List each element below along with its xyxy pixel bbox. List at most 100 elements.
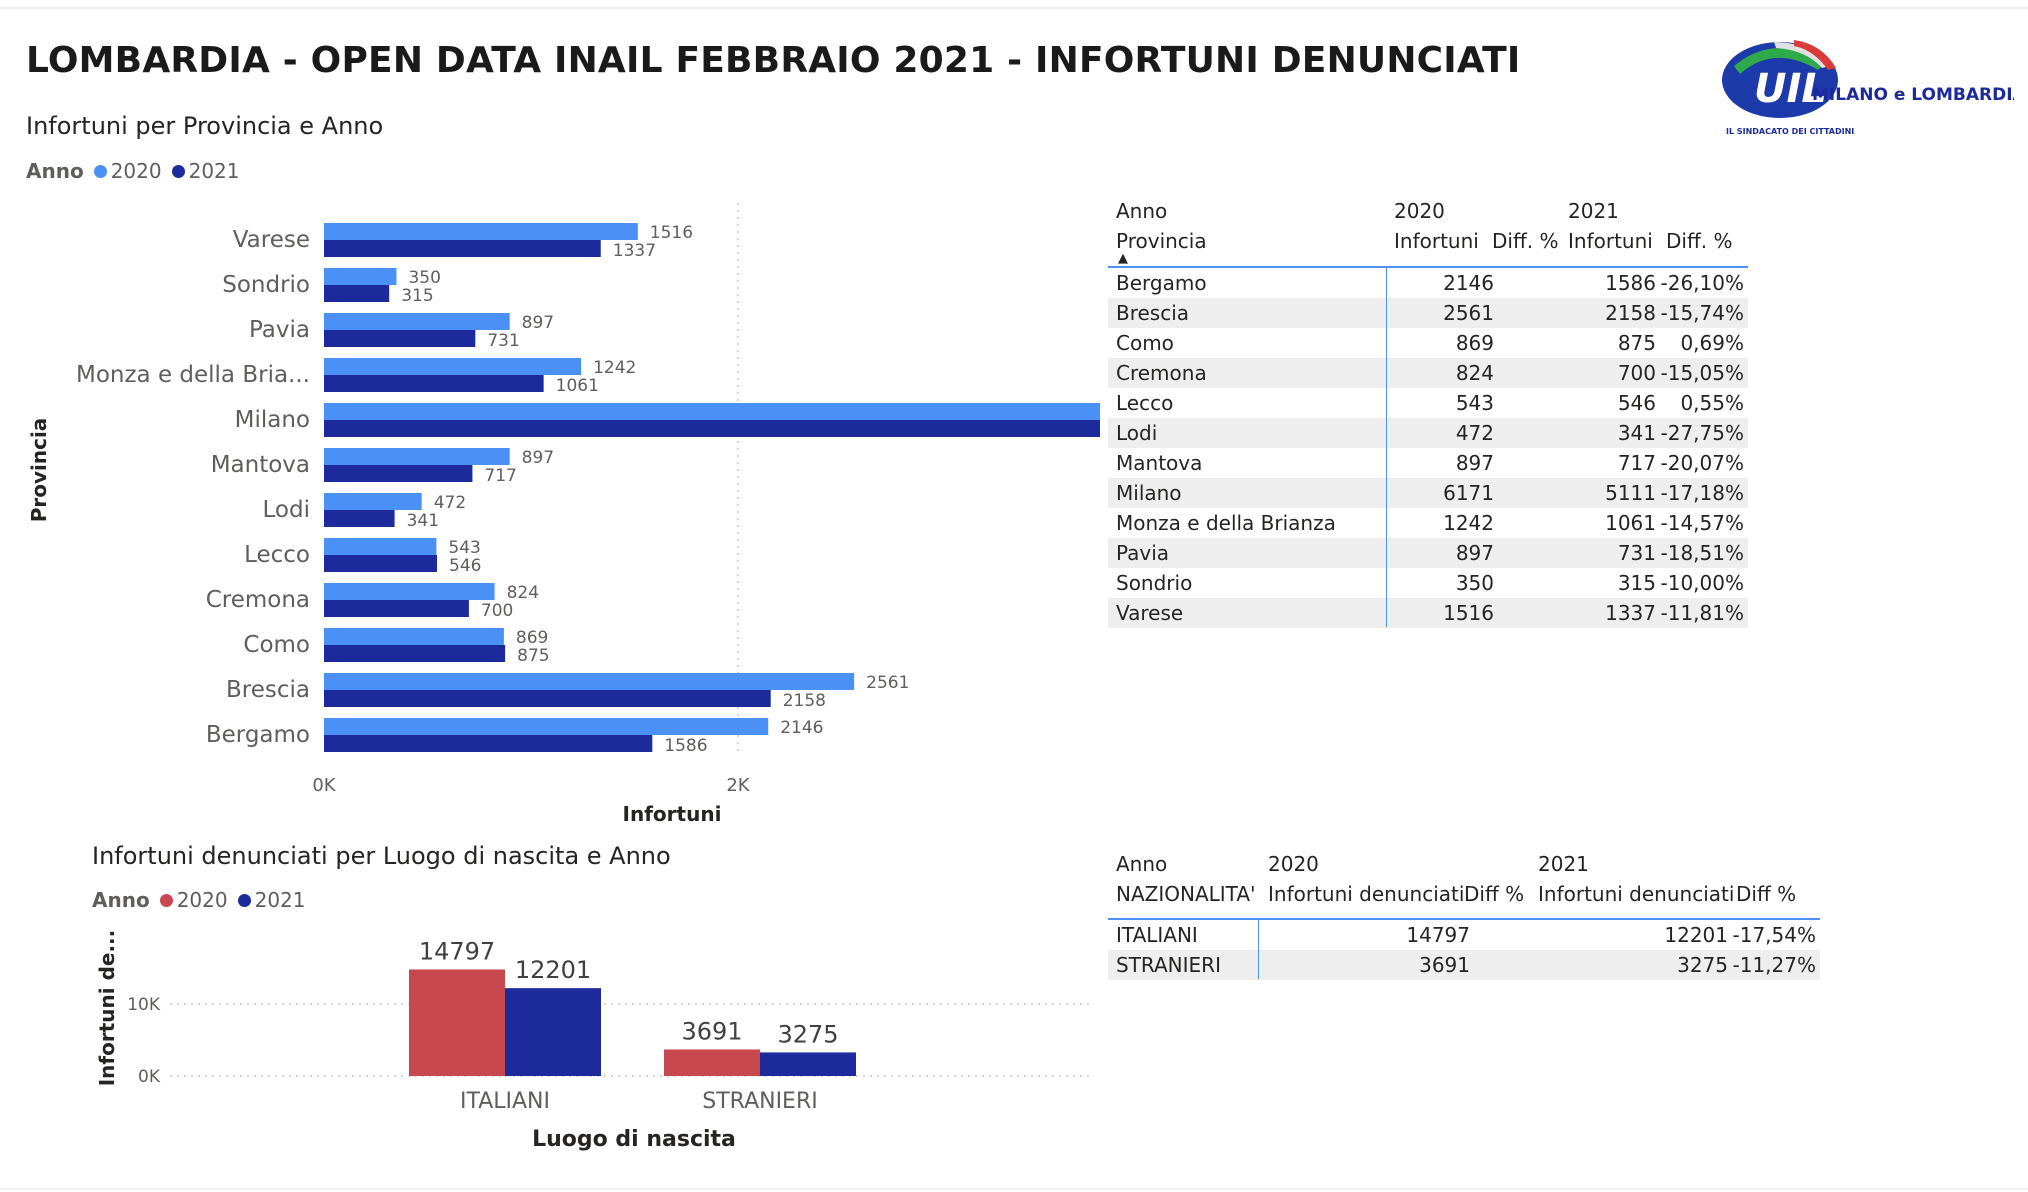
bar-2021[interactable]: [324, 465, 473, 482]
table-header-infortuni-2020[interactable]: Infortuni: [1394, 229, 1479, 253]
y-axis-title: Provincia: [27, 418, 51, 523]
table-row[interactable]: STRANIERI 3691 3275 -11,27%: [1108, 950, 1820, 980]
table-header-diff-2020[interactable]: Diff %: [1464, 882, 1525, 906]
table-row[interactable]: Varese 1516 1337 -11,81%: [1108, 598, 1748, 628]
bar-2021[interactable]: [324, 645, 506, 662]
bar-2020[interactable]: [324, 538, 437, 555]
cell-infortuni-2021: 341: [1617, 421, 1656, 445]
table-row[interactable]: Lecco 543 546 0,55%: [1108, 388, 1748, 418]
table-row[interactable]: ITALIANI 14797 12201 -17,54%: [1108, 920, 1820, 950]
logo-swoosh-red: [1794, 40, 1836, 70]
bar-2021[interactable]: [324, 600, 469, 617]
bar-2021[interactable]: [324, 330, 476, 347]
bar-2020[interactable]: [409, 969, 505, 1076]
table-row[interactable]: Bergamo 2146 1586 -26,10%: [1108, 268, 1748, 298]
legend-label-2020: 2020: [110, 159, 162, 183]
category-label: Como: [243, 632, 310, 658]
cell-provincia: Monza e della Brianza: [1116, 511, 1336, 535]
bar-2020[interactable]: [324, 583, 495, 600]
table-header-nazionalita[interactable]: NAZIONALITA': [1116, 882, 1256, 906]
nationality-table: Anno 2020 2021 NAZIONALITA' Infortuni de…: [1108, 852, 1828, 982]
cell-infortuni-2021: 1337: [1605, 601, 1656, 625]
province-chart-title: Infortuni per Provincia e Anno: [26, 112, 384, 140]
legend-item-2021[interactable]: 2021: [237, 888, 306, 912]
bar-2021[interactable]: [760, 1052, 856, 1076]
cell-infortuni-2021: 546: [1617, 391, 1656, 415]
bar-2021[interactable]: [324, 510, 395, 527]
table-header-diff-2021[interactable]: Diff. %: [1666, 229, 1733, 253]
cell-infortuni-2020: 897: [1455, 541, 1494, 565]
table-header-provincia[interactable]: Provincia: [1116, 229, 1207, 253]
cell-provincia: Milano: [1116, 481, 1182, 505]
table-row[interactable]: Mantova 897 717 -20,07%: [1108, 448, 1748, 478]
legend-dot-2020: [93, 164, 107, 178]
table-header-infortuni-2020[interactable]: Infortuni denunciati: [1268, 882, 1465, 906]
legend-item-2020[interactable]: 2020: [93, 159, 162, 183]
bar-2020[interactable]: [324, 223, 638, 240]
table-row[interactable]: Brescia 2561 2158 -15,74%: [1108, 298, 1748, 328]
table-row[interactable]: Milano 6171 5111 -17,18%: [1108, 478, 1748, 508]
bar-2021[interactable]: [324, 375, 544, 392]
category-label: Milano: [235, 407, 310, 433]
table-header-infortuni-2021[interactable]: Infortuni: [1568, 229, 1653, 253]
y-tick-label: 0K: [138, 1067, 161, 1087]
bar-2021[interactable]: [324, 240, 601, 257]
sort-ascending-icon[interactable]: ▲: [1118, 251, 1128, 266]
category-label: Bergamo: [206, 722, 310, 748]
bar-2020[interactable]: [324, 673, 855, 690]
category-label: Mantova: [211, 452, 310, 478]
data-label-2020: 1242: [593, 358, 636, 378]
cell-infortuni-2021: 2158: [1605, 301, 1656, 325]
table-row[interactable]: Pavia 897 731 -18,51%: [1108, 538, 1748, 568]
data-label-2020: 2146: [780, 718, 823, 738]
birth-chart-title: Infortuni denunciati per Luogo di nascit…: [92, 842, 671, 870]
data-label-2021: 3275: [777, 1020, 838, 1048]
logo-tagline: IL SINDACATO DEI CITTADINI: [1726, 127, 1854, 136]
cell-infortuni-2020: 6171: [1443, 481, 1494, 505]
table-row[interactable]: Sondrio 350 315 -10,00%: [1108, 568, 1748, 598]
bar-2021[interactable]: [324, 555, 438, 572]
cell-provincia: Como: [1116, 331, 1174, 355]
bar-2020[interactable]: [324, 313, 510, 330]
bar-2020[interactable]: [324, 448, 510, 465]
bar-2021[interactable]: [324, 735, 653, 752]
table-row[interactable]: Cremona 824 700 -15,05%: [1108, 358, 1748, 388]
bar-2020[interactable]: [324, 358, 582, 375]
data-label-2020: 543: [448, 538, 480, 558]
cell-provincia: Sondrio: [1116, 571, 1193, 595]
logo-swoosh-green: [1734, 47, 1826, 74]
bar-2020[interactable]: [324, 628, 504, 645]
table-header-infortuni-2021[interactable]: Infortuni denunciati: [1538, 882, 1735, 906]
table-column-divider: [1386, 267, 1387, 627]
cell-provincia: Varese: [1116, 601, 1184, 625]
bar-2020[interactable]: [324, 493, 422, 510]
table-header-diff-2021[interactable]: Diff %: [1736, 882, 1797, 906]
table-header-diff-2020[interactable]: Diff. %: [1492, 229, 1559, 253]
bar-2021[interactable]: [324, 285, 390, 302]
table-row[interactable]: Monza e della Brianza 1242 1061 -14,57%: [1108, 508, 1748, 538]
bar-2021[interactable]: [324, 420, 1100, 437]
bar-2020[interactable]: [664, 1049, 760, 1076]
bar-2020[interactable]: [324, 268, 397, 285]
cell-infortuni-2020: 869: [1455, 331, 1494, 355]
bar-2020[interactable]: [324, 718, 769, 735]
uil-logo-graphic: UIL MILANO e LOMBARDIA IL SINDACATO DEI …: [1722, 40, 2027, 136]
page-title: LOMBARDIA - OPEN DATA INAIL FEBBRAIO 202…: [26, 40, 1521, 81]
data-label-2020: 3691: [681, 1017, 742, 1045]
bar-2021[interactable]: [324, 690, 771, 707]
cell-provincia: Mantova: [1116, 451, 1203, 475]
cell-nazionalita: STRANIERI: [1116, 953, 1221, 977]
cell-infortuni-2020: 1516: [1443, 601, 1494, 625]
bar-2021[interactable]: [505, 988, 601, 1076]
category-label: Pavia: [249, 317, 310, 343]
data-label-2020: 472: [434, 493, 466, 513]
table-row[interactable]: Lodi 472 341 -27,75%: [1108, 418, 1748, 448]
bar-2020[interactable]: [324, 403, 1100, 420]
table-row[interactable]: Como 869 875 0,69%: [1108, 328, 1748, 358]
table-column-divider: [1258, 919, 1259, 979]
legend-item-2021[interactable]: 2021: [171, 159, 240, 183]
legend-item-2020[interactable]: 2020: [159, 888, 228, 912]
cell-diff-2021: -11,27%: [1732, 953, 1816, 977]
cell-diff-2021: -26,10%: [1660, 271, 1744, 295]
data-label-2020: 897: [522, 313, 554, 333]
